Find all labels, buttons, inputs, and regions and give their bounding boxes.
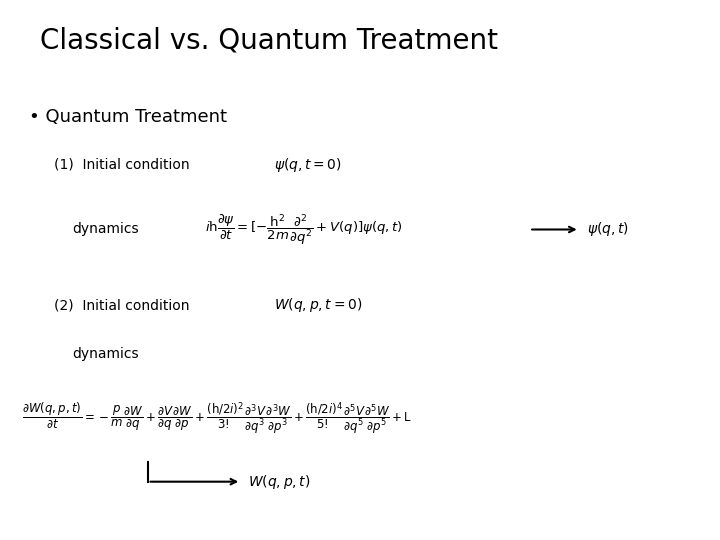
Text: $W(q,p,t=0)$: $W(q,p,t=0)$ bbox=[274, 296, 362, 314]
Text: (2)  Initial condition: (2) Initial condition bbox=[54, 298, 189, 312]
Text: • Quantum Treatment: • Quantum Treatment bbox=[29, 108, 227, 126]
Text: (1)  Initial condition: (1) Initial condition bbox=[54, 158, 189, 172]
Text: $\dfrac{\partial W(q,p,t)}{\partial t}=-\dfrac{p}{m}\dfrac{\partial W}{\partial : $\dfrac{\partial W(q,p,t)}{\partial t}=-… bbox=[22, 400, 412, 437]
Text: dynamics: dynamics bbox=[72, 347, 139, 361]
Text: $i\mathrm{h}\dfrac{\partial\psi}{\partial t}=[-\dfrac{\mathrm{h}^2}{2m}\dfrac{\p: $i\mathrm{h}\dfrac{\partial\psi}{\partia… bbox=[205, 212, 403, 247]
Text: $W(q,p,t)$: $W(q,p,t)$ bbox=[248, 472, 311, 491]
Text: dynamics: dynamics bbox=[72, 222, 139, 237]
Text: Classical vs. Quantum Treatment: Classical vs. Quantum Treatment bbox=[40, 27, 498, 55]
Text: $\psi(q,t=0)$: $\psi(q,t=0)$ bbox=[274, 156, 341, 174]
Text: $\psi(q,t)$: $\psi(q,t)$ bbox=[587, 220, 629, 239]
